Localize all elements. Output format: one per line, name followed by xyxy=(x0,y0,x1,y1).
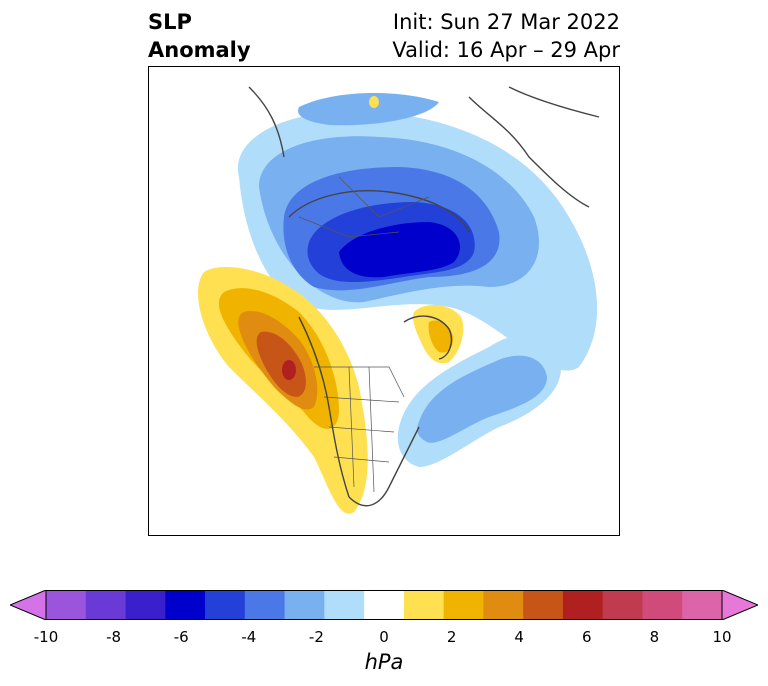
small-positive-anomaly xyxy=(369,96,379,108)
colorbar-border xyxy=(45,590,723,620)
negative-anomaly-atlantic xyxy=(397,334,561,467)
colorbar-swatch xyxy=(85,590,127,620)
colorbar-swatch xyxy=(244,590,286,620)
colorbar-tick-label: 4 xyxy=(514,628,524,646)
positive-anomaly-pacific xyxy=(198,267,368,514)
colorbar-max-arrow xyxy=(721,589,760,621)
map-panel xyxy=(148,66,620,536)
colorbar-tick-label: -10 xyxy=(33,628,59,646)
init-date-label: Init: Sun 27 Mar 2022 xyxy=(392,10,620,34)
colorbar-swatch xyxy=(205,590,246,620)
colorbar-swatch xyxy=(125,590,166,620)
title-line-anomaly: Anomaly xyxy=(148,38,251,62)
colorbar-swatch xyxy=(403,590,445,620)
colorbar-swatch xyxy=(443,590,484,620)
colorbar-min-arrow xyxy=(8,589,47,621)
valid-range-label: Valid: 16 Apr – 29 Apr xyxy=(392,38,620,62)
colorbar-tick-label: -2 xyxy=(308,628,324,646)
colorbar-swatch xyxy=(284,590,325,620)
colorbar-swatch xyxy=(682,590,723,620)
negative-anomaly-arctic xyxy=(237,92,598,371)
colorbar-swatch xyxy=(642,590,683,620)
colorbar-swatch xyxy=(523,590,564,620)
chart-title-left: SLP Anomaly xyxy=(148,8,251,64)
colorbar-tick-label: 6 xyxy=(582,628,592,646)
colorbar-swatch xyxy=(324,590,365,620)
colorbar-swatch xyxy=(46,590,87,620)
colorbar-tick-label: 10 xyxy=(712,628,732,646)
colorbar-tick-label: 2 xyxy=(446,628,457,646)
coastlines xyxy=(248,86,600,507)
colorbar-svg xyxy=(8,589,760,621)
colorbar-swatch xyxy=(562,590,604,620)
anomaly-map xyxy=(198,86,600,514)
positive-anomaly-greenland xyxy=(412,305,464,364)
title-line-variable: SLP xyxy=(148,10,192,34)
colorbar-swatch xyxy=(364,590,405,620)
borders xyxy=(298,176,430,493)
colorbar-swatch xyxy=(483,590,524,620)
colorbar-tick-label: -8 xyxy=(106,628,122,646)
colorbar-tick-label: 8 xyxy=(649,628,660,646)
colorbar-swatch xyxy=(165,590,206,620)
colorbar-tick-label: 0 xyxy=(379,628,389,646)
colorbar-unit-label: hPa xyxy=(364,650,404,674)
colorbar-tick-label: -4 xyxy=(241,628,257,646)
colorbar xyxy=(8,589,760,621)
colorbar-tick-label: -6 xyxy=(173,628,189,646)
chart-title-right: Init: Sun 27 Mar 2022 Valid: 16 Apr – 29… xyxy=(392,8,620,64)
colorbar-swatch xyxy=(602,590,643,620)
